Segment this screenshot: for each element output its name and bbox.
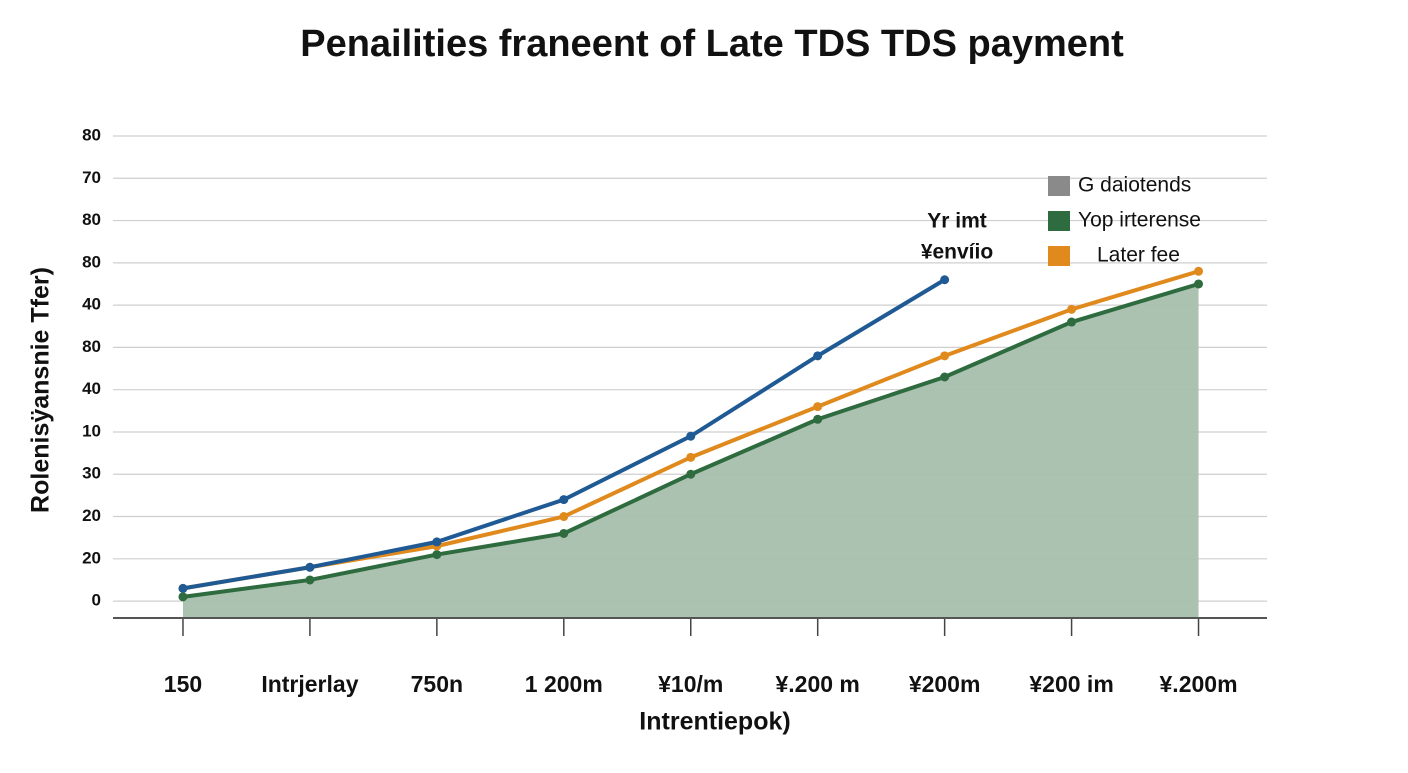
- point: [940, 372, 950, 382]
- point: [813, 402, 823, 412]
- point: [559, 495, 569, 505]
- annotation: ¥envíio: [921, 241, 993, 264]
- point: [178, 583, 188, 593]
- point: [813, 351, 823, 361]
- x-axis-title: Intrentiepok): [639, 708, 790, 736]
- y-tick-label: 10: [82, 421, 101, 440]
- y-axis-title: Rolenisÿansnie Tfer): [27, 267, 55, 513]
- y-tick-label: 40: [82, 295, 101, 314]
- y-tick-label: 20: [82, 548, 101, 567]
- point: [1067, 317, 1077, 327]
- y-tick-label: 80: [82, 210, 101, 229]
- area: [182, 283, 1199, 618]
- y-tick-label: 80: [82, 252, 101, 271]
- x-tick-label: ¥.200 m: [775, 671, 859, 697]
- x-tick-label: ¥200 im: [1029, 671, 1113, 697]
- point: [559, 528, 569, 538]
- chart-title: Penailities franeent of Late TDS TDS pay…: [300, 23, 1124, 65]
- point: [686, 431, 696, 441]
- point: [559, 512, 569, 522]
- annotation: Yr imt: [927, 210, 987, 233]
- x-tick-label: ¥.200m: [1160, 671, 1238, 697]
- point: [686, 452, 696, 462]
- y-tick-label: 0: [92, 591, 101, 610]
- x-tick-label: Intrjerlay: [261, 671, 358, 697]
- point: [940, 275, 950, 285]
- point: [432, 550, 442, 560]
- legend-label: G daiotends: [1078, 174, 1191, 197]
- point: [940, 351, 950, 361]
- point: [813, 414, 823, 424]
- y-tick-label: 40: [82, 379, 101, 398]
- point: [305, 562, 315, 572]
- y-tick-label: 70: [82, 168, 101, 187]
- x-tick-label: 1 200m: [525, 671, 603, 697]
- legend-swatch: [1048, 246, 1070, 266]
- x-tick-label: ¥10/m: [658, 671, 723, 697]
- x-tick-label: 750n: [411, 671, 463, 697]
- y-tick-label: 30: [82, 464, 101, 483]
- x-tick-label: 150: [164, 671, 202, 697]
- y-tick-label: 20: [82, 506, 101, 525]
- point: [178, 592, 188, 602]
- point: [305, 575, 315, 585]
- point: [432, 537, 442, 547]
- point: [1067, 304, 1077, 314]
- point: [686, 469, 696, 479]
- x-tick-label: ¥200m: [909, 671, 981, 697]
- legend-label: Yop irterense: [1078, 209, 1201, 232]
- legend-label: Later fee: [1097, 244, 1180, 267]
- y-tick-label: 80: [82, 337, 101, 356]
- point: [1194, 279, 1204, 289]
- point: [1194, 266, 1204, 276]
- legend-swatch: [1048, 211, 1070, 231]
- y-tick-label: 80: [82, 125, 101, 144]
- legend-swatch: [1048, 176, 1070, 196]
